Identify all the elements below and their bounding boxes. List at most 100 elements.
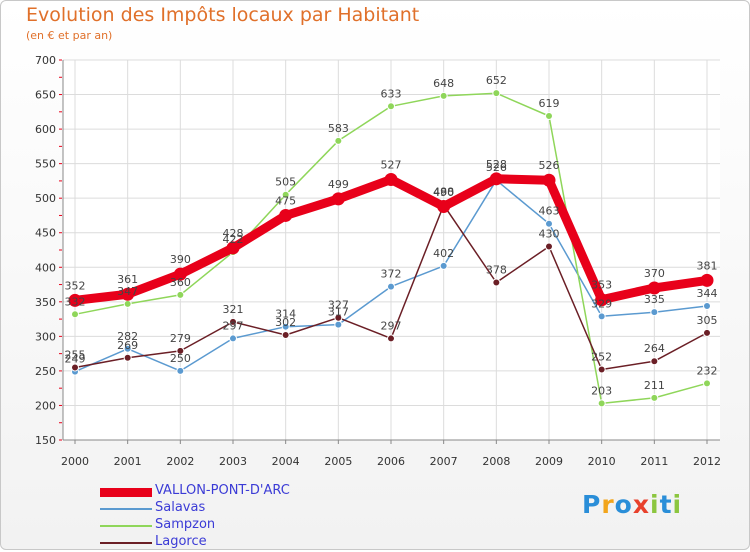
data-point-vallon-pont-d-arc [68, 293, 82, 307]
data-point-salavas [281, 322, 290, 331]
data-label-lagorce: 297 [381, 319, 402, 332]
data-label-lagorce: 279 [170, 332, 191, 345]
data-point-lagorce [281, 330, 290, 339]
data-label-salavas: 314 [275, 308, 296, 321]
data-point-vallon-pont-d-arc [542, 173, 556, 187]
data-label-vallon-pont-d-arc: 527 [381, 159, 402, 172]
x-tick-label: 2012 [693, 455, 721, 468]
data-label-lagorce: 264 [644, 342, 665, 355]
x-tick-label: 2006 [377, 455, 405, 468]
x-tick-label: 2000 [61, 455, 89, 468]
logo-letter: P [582, 490, 602, 519]
x-tick-label: 2001 [114, 455, 142, 468]
data-label-vallon-pont-d-arc: 361 [117, 273, 138, 286]
data-label-vallon-pont-d-arc: 370 [644, 267, 665, 280]
x-tick-label: 2002 [166, 455, 194, 468]
logo-letter: i [672, 490, 683, 519]
data-label-salavas: 344 [697, 287, 718, 300]
data-point-sampzon [387, 102, 395, 111]
data-label-lagorce: 255 [65, 348, 86, 361]
y-tick-label: 450 [35, 227, 56, 240]
data-label-vallon-pont-d-arc: 528 [486, 158, 507, 171]
data-label-lagorce: 302 [275, 316, 296, 329]
data-label-salavas: 335 [644, 293, 665, 306]
data-label-vallon-pont-d-arc: 488 [433, 185, 454, 198]
data-point-sampzon [492, 89, 501, 98]
data-point-sampzon [545, 111, 553, 120]
data-point-lagorce [176, 346, 185, 355]
logo-letter: t [659, 490, 673, 519]
logo-letter: o [614, 490, 633, 519]
data-label-sampzon: 633 [381, 87, 402, 100]
data-point-salavas [545, 219, 553, 228]
data-point-vallon-pont-d-arc [173, 267, 187, 281]
data-label-sampzon: 583 [328, 122, 349, 135]
x-tick-label: 2010 [588, 455, 616, 468]
legend-swatch [100, 487, 152, 497]
data-label-vallon-pont-d-arc: 352 [65, 279, 86, 292]
data-point-salavas [176, 366, 185, 375]
data-point-vallon-pont-d-arc [437, 199, 451, 213]
y-tick-label: 250 [35, 365, 56, 378]
data-point-vallon-pont-d-arc [226, 241, 240, 255]
chart-subtitle: (en € et par an) [26, 29, 113, 42]
data-label-vallon-pont-d-arc: 428 [223, 227, 244, 240]
data-point-vallon-pont-d-arc [279, 208, 293, 222]
data-point-salavas [334, 320, 343, 329]
data-point-vallon-pont-d-arc [331, 192, 345, 206]
x-tick-label: 2003 [219, 455, 247, 468]
logo-letter: i [650, 490, 660, 519]
data-point-lagorce [545, 242, 553, 251]
data-point-vallon-pont-d-arc [647, 281, 661, 295]
data-label-sampzon: 211 [644, 379, 665, 392]
legend-label: VALLON-PONT-D'ARC [155, 483, 290, 498]
data-point-sampzon [703, 379, 711, 388]
y-tick-label: 600 [35, 123, 56, 136]
data-label-salavas: 317 [328, 306, 349, 319]
x-tick-label: 2007 [430, 455, 458, 468]
data-label-vallon-pont-d-arc: 381 [697, 259, 718, 272]
data-point-lagorce [334, 313, 343, 322]
y-tick-label: 150 [35, 434, 56, 447]
data-label-lagorce: 252 [591, 351, 612, 364]
legend-swatch [100, 542, 152, 544]
data-point-salavas [387, 282, 395, 291]
data-point-salavas [229, 334, 237, 343]
data-label-lagorce: 327 [328, 299, 349, 312]
proxiti-logo: Proxiti [582, 490, 682, 519]
y-tick-label: 650 [35, 89, 56, 102]
data-point-lagorce [492, 278, 501, 287]
legend-swatch [100, 525, 152, 527]
data-label-sampzon: 203 [591, 384, 612, 397]
x-tick-label: 2011 [640, 455, 668, 468]
data-point-lagorce [387, 334, 395, 343]
data-label-lagorce: 378 [486, 263, 507, 276]
data-point-vallon-pont-d-arc [700, 273, 714, 287]
data-point-sampzon [176, 290, 185, 299]
data-point-sampzon [71, 310, 79, 319]
y-tick-label: 200 [35, 399, 56, 412]
data-label-vallon-pont-d-arc: 475 [275, 194, 296, 207]
data-label-vallon-pont-d-arc: 499 [328, 178, 349, 191]
y-tick-label: 350 [35, 296, 56, 309]
data-label-salavas: 249 [65, 353, 86, 366]
data-label-vallon-pont-d-arc: 390 [170, 253, 191, 266]
data-point-lagorce [703, 328, 711, 337]
data-point-sampzon [597, 399, 606, 408]
x-tick-label: 2009 [535, 455, 563, 468]
data-label-sampzon: 652 [486, 74, 507, 87]
data-point-sampzon [439, 91, 448, 100]
data-point-vallon-pont-d-arc [121, 287, 135, 301]
y-tick-label: 700 [35, 54, 56, 67]
logo-letter: x [632, 490, 650, 519]
data-label-salavas: 372 [381, 268, 402, 281]
data-label-sampzon: 422 [223, 233, 244, 246]
data-label-lagorce: 269 [117, 339, 138, 352]
data-point-sampzon [123, 299, 132, 308]
data-point-vallon-pont-d-arc [489, 172, 503, 186]
data-label-salavas: 402 [433, 247, 454, 260]
data-point-lagorce [229, 317, 237, 326]
data-label-sampzon: 648 [433, 77, 454, 90]
data-label-sampzon: 232 [697, 364, 718, 377]
